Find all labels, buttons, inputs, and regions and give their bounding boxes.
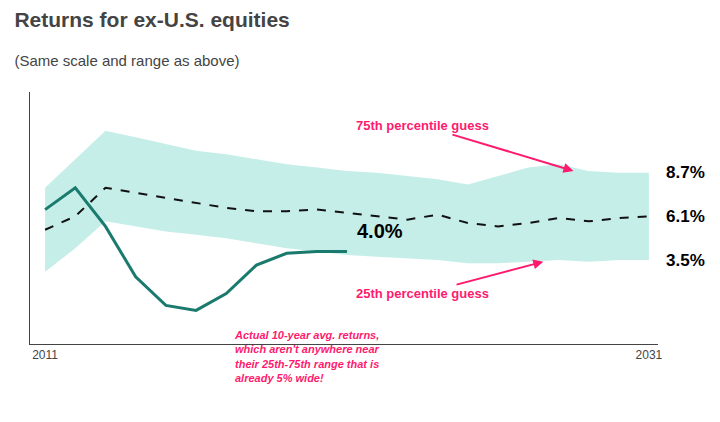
- svg-text:2011: 2011: [32, 348, 58, 362]
- svg-text:Actual 10-year avg. returns,wh: Actual 10-year avg. returns,which aren't…: [234, 329, 380, 384]
- svg-text:8.7%: 8.7%: [666, 163, 705, 182]
- svg-text:Returns for ex-U.S. equities: Returns for ex-U.S. equities: [14, 8, 289, 31]
- svg-text:6.1%: 6.1%: [666, 207, 705, 226]
- svg-text:(Same scale and range as above: (Same scale and range as above): [14, 52, 239, 69]
- svg-text:25th percentile guess: 25th percentile guess: [356, 286, 489, 301]
- svg-text:3.5%: 3.5%: [666, 251, 705, 270]
- svg-text:75th percentile guess: 75th percentile guess: [356, 118, 489, 133]
- svg-text:2031: 2031: [636, 348, 663, 362]
- svg-text:4.0%: 4.0%: [357, 220, 403, 242]
